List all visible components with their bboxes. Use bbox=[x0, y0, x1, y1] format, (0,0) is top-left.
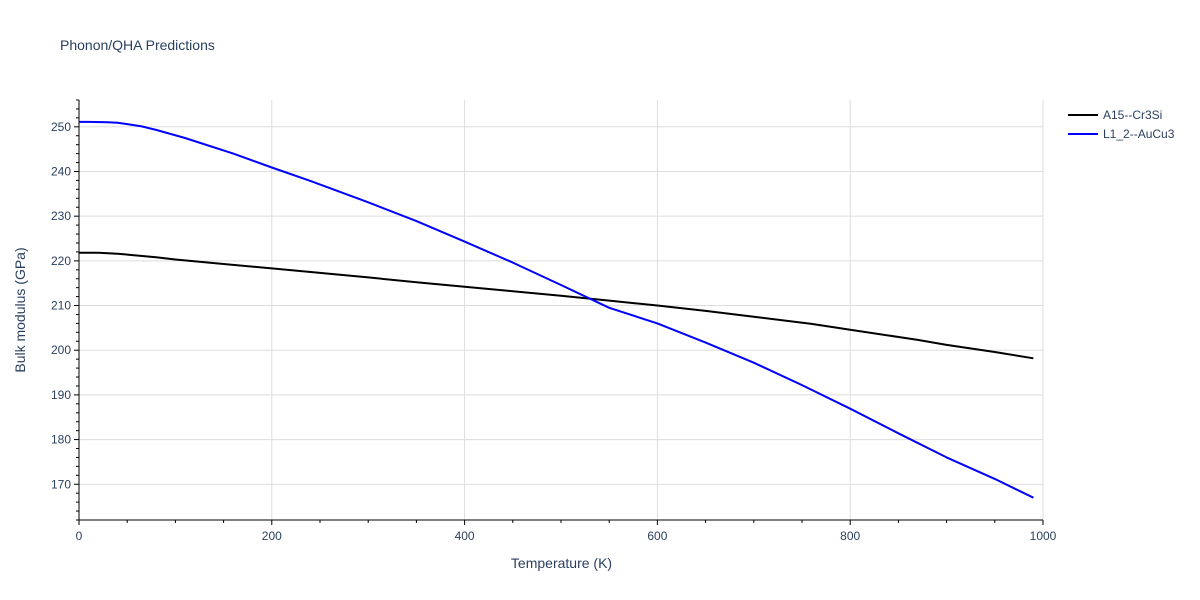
legend-item-0[interactable]: A15--Cr3Si bbox=[1068, 108, 1162, 122]
x-tick-label: 600 bbox=[647, 529, 667, 543]
x-tick-label: 800 bbox=[840, 529, 860, 543]
legend-label: A15--Cr3Si bbox=[1103, 108, 1162, 122]
x-tick-label: 400 bbox=[455, 529, 475, 543]
chart-title: Phonon/QHA Predictions bbox=[60, 37, 215, 53]
series-layer bbox=[79, 120, 1034, 499]
x-tick-label: 200 bbox=[262, 529, 282, 543]
x-axis-label: Temperature (K) bbox=[511, 555, 612, 571]
x-tick-label: 1000 bbox=[1030, 529, 1057, 543]
grid bbox=[79, 100, 1044, 520]
y-tick-label: 240 bbox=[51, 164, 71, 178]
y-axis-label: Bulk modulus (GPa) bbox=[12, 247, 28, 372]
y-tick-label: 220 bbox=[51, 254, 71, 268]
y-tick-label: 170 bbox=[51, 477, 71, 491]
y-tick-label: 190 bbox=[51, 388, 71, 402]
y-tick-label: 180 bbox=[51, 433, 71, 447]
x-tick-label: 0 bbox=[76, 529, 83, 543]
legend-item-1[interactable]: L1_2--AuCu3 bbox=[1068, 127, 1175, 141]
y-tick-label: 250 bbox=[51, 120, 71, 134]
series-line-1 bbox=[79, 120, 1034, 499]
y-tick-label: 210 bbox=[51, 299, 71, 313]
series-line-0 bbox=[79, 251, 1034, 360]
axes: 0 200 400 600 800 1000 170 180 190 200 210 220 230 24… bbox=[51, 99, 1057, 543]
y-tick-label: 200 bbox=[51, 343, 71, 357]
legend[interactable]: A15--Cr3Si L1_2--AuCu3 bbox=[1068, 108, 1175, 141]
legend-label: L1_2--AuCu3 bbox=[1103, 127, 1175, 141]
y-tick-label: 230 bbox=[51, 209, 71, 223]
